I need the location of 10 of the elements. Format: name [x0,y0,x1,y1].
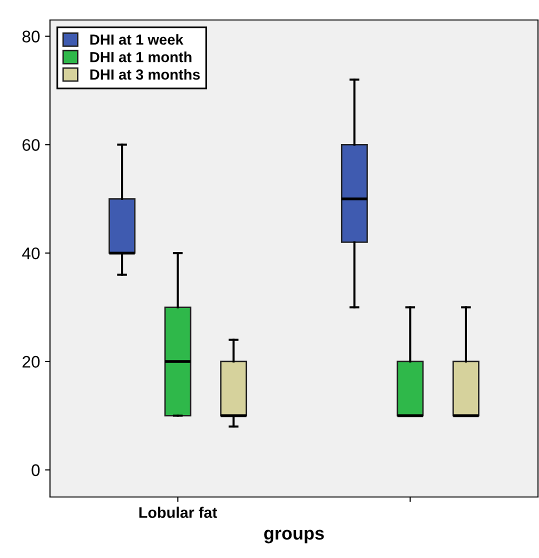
legend-label: DHI at 3 months [90,69,200,80]
x-tick-label: Lobular fat [139,506,218,518]
x-axis-title: groups [264,530,324,544]
y-tick-label: 40 [22,247,40,260]
y-tick-label: 0 [32,464,40,476]
legend-label: DHI at 1 month [90,52,192,62]
y-tick-label: 60 [22,139,40,151]
y-tick-label: 20 [22,356,40,368]
y-tick-label: 80 [22,30,40,42]
legend-label: DHI at 1 week [90,34,184,45]
